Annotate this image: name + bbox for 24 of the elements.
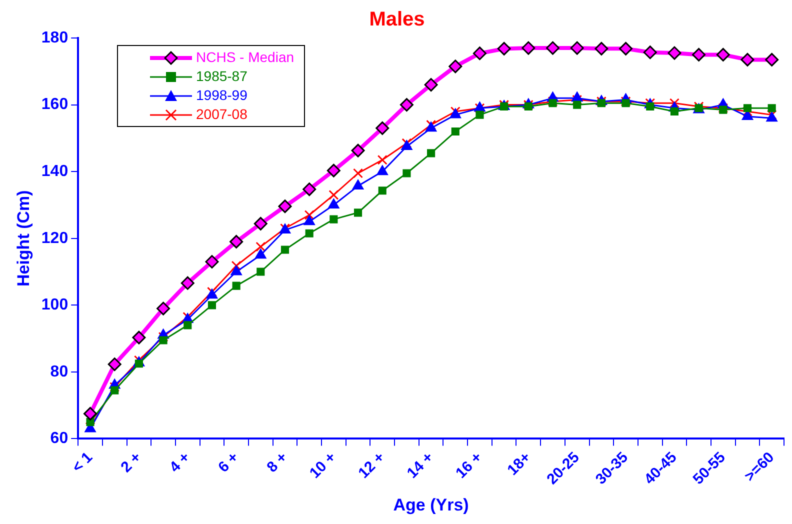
x-tick-label: 14 + xyxy=(404,448,437,482)
x-tick-label: 10 + xyxy=(306,448,340,482)
x-tick-label: 16 + xyxy=(452,448,486,482)
y-axis-title: Height (Cm) xyxy=(14,190,33,287)
x-tick-label: 4 + xyxy=(166,448,194,476)
x-tick-label: 18+ xyxy=(504,448,534,479)
y-tick-label: 60 xyxy=(50,430,68,448)
legend-label: NCHS - Median xyxy=(196,48,294,67)
y-tick-label: 80 xyxy=(50,363,68,380)
x-tick-label: 8 + xyxy=(264,448,291,476)
legend-label: 1998-99 xyxy=(196,86,248,105)
x-tick-label: 6 + xyxy=(215,448,242,476)
y-tick-label: 180 xyxy=(41,29,68,46)
x-tick-label: 12 + xyxy=(355,448,388,482)
legend-label: 2007-08 xyxy=(196,105,248,124)
x-tick-label: 2 + xyxy=(118,448,145,476)
legend-label: 1985-87 xyxy=(196,67,248,86)
y-tick-label: 120 xyxy=(41,230,68,247)
x-axis-title: Age (Yrs) xyxy=(393,495,469,514)
x-tick-label: < 1 xyxy=(68,448,96,476)
y-tick-label: 100 xyxy=(41,296,68,314)
y-tick-label: 140 xyxy=(41,162,68,180)
chart-title: Males xyxy=(369,8,425,31)
y-tick-label: 160 xyxy=(41,96,68,114)
